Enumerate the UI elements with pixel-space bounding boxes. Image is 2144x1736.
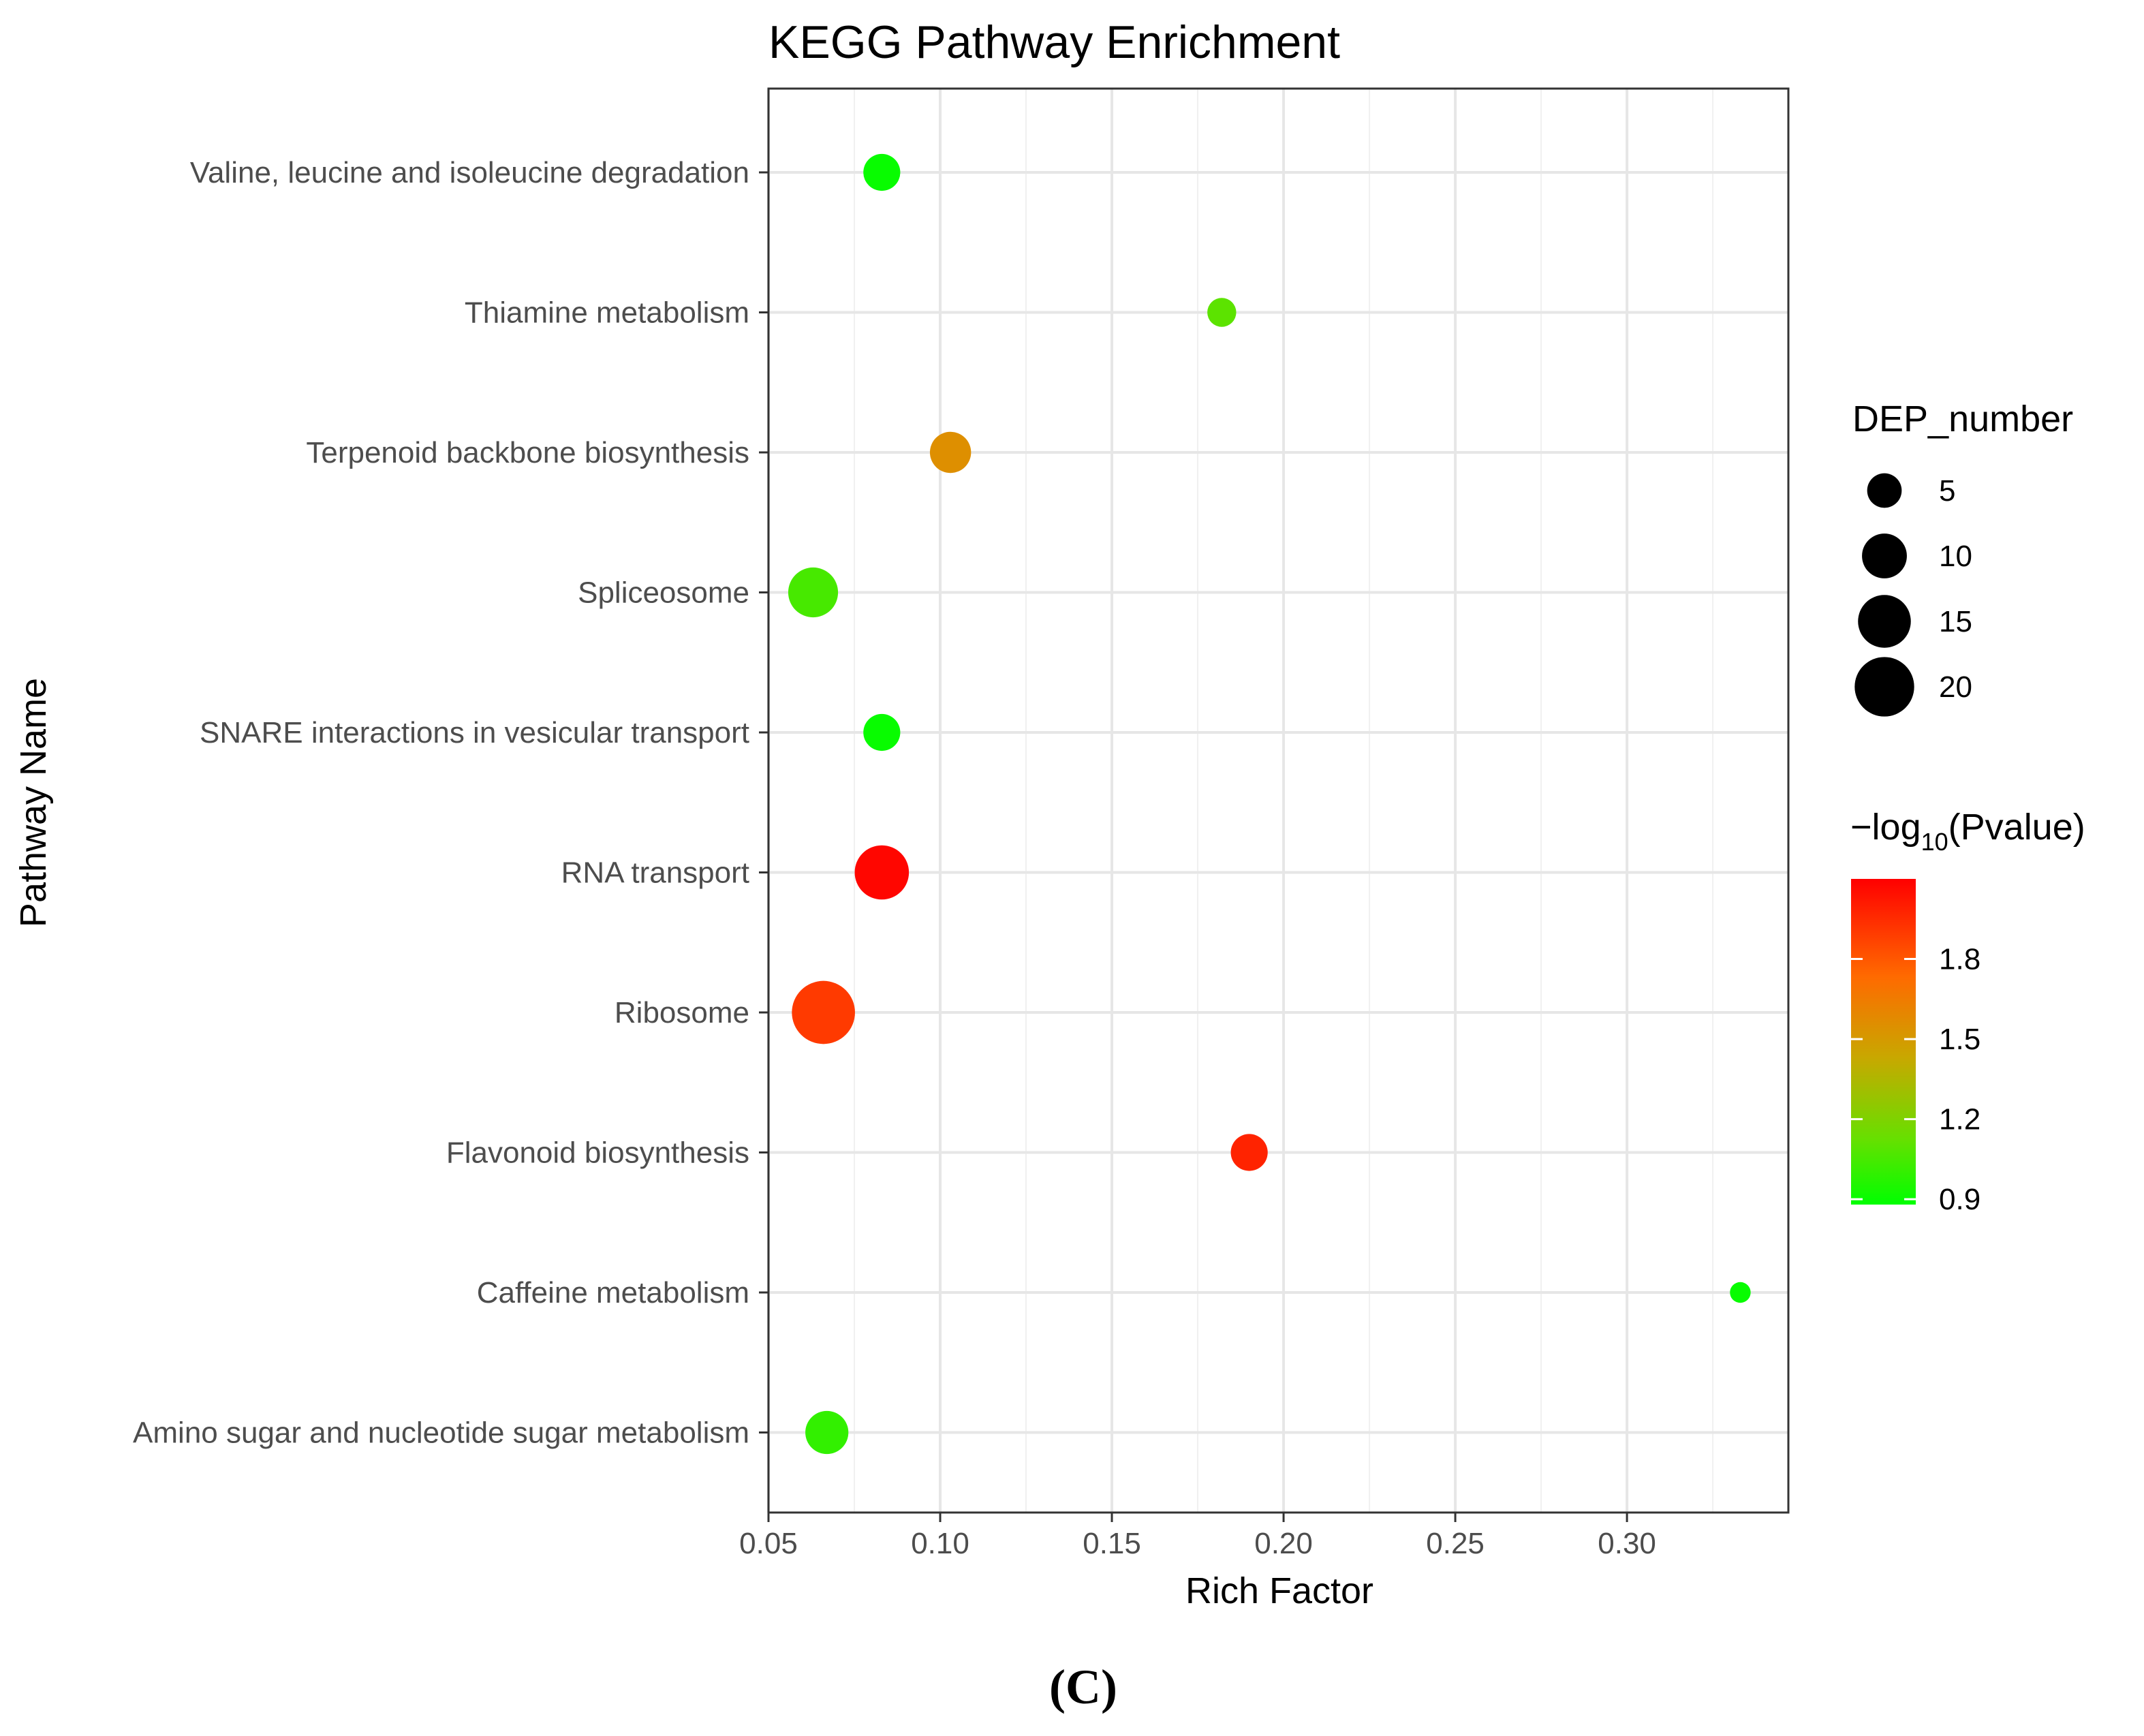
size-legend-label: 10 (1939, 540, 1972, 573)
y-tick-label: SNARE interactions in vesicular transpor… (200, 716, 749, 749)
data-point (929, 431, 972, 474)
color-legend-label: 1.8 (1939, 943, 1980, 976)
color-legend-title-prefix: −log (1850, 807, 1921, 848)
x-tick-label: 0.30 (1598, 1527, 1656, 1560)
size-legend-label: 5 (1939, 474, 1955, 508)
data-point (854, 845, 910, 900)
plot-panel (767, 87, 1790, 1514)
color-legend: −log10(Pvalue) 0.9 1.2 1.5 1.8 (1850, 807, 2085, 1216)
data-point (788, 567, 839, 618)
panel-background (768, 89, 1788, 1513)
size-legend-label: 15 (1939, 605, 1972, 638)
data-point (792, 980, 855, 1044)
panel-border (767, 87, 1790, 1514)
x-tick-label: 0.05 (739, 1527, 798, 1560)
color-legend-title-subscript: 10 (1921, 828, 1948, 856)
color-legend-label: 1.2 (1939, 1103, 1980, 1136)
y-tick-label: Caffeine metabolism (477, 1276, 749, 1309)
data-point (1207, 298, 1237, 327)
size-legend-title: DEP_number (1852, 399, 2073, 439)
size-legend-key (1867, 473, 1902, 508)
color-legend-title-suffix: (Pvalue) (1948, 807, 2085, 848)
panel-label: (C) (1049, 1660, 1117, 1714)
y-axis: Valine, leucine and isoleucine degradati… (133, 156, 768, 1450)
data-points (788, 153, 1751, 1455)
y-tick-label: Spliceosome (578, 576, 749, 610)
size-legend-key (1862, 533, 1907, 578)
data-point (863, 153, 901, 191)
y-tick-label: Valine, leucine and isoleucine degradati… (190, 156, 749, 189)
data-point (863, 713, 901, 751)
y-axis-title: Pathway Name (13, 678, 54, 927)
size-legend-key (1858, 595, 1911, 648)
chart-title: KEGG Pathway Enrichment (768, 16, 1340, 68)
data-point (1230, 1134, 1268, 1171)
x-tick-label: 0.20 (1254, 1527, 1313, 1560)
y-tick-label: RNA transport (561, 856, 749, 890)
color-legend-label: 1.5 (1939, 1023, 1980, 1056)
x-tick-label: 0.10 (911, 1527, 969, 1560)
data-point (805, 1410, 849, 1455)
data-point (1730, 1282, 1751, 1303)
size-legend-label: 20 (1939, 670, 1972, 704)
size-legend-key (1854, 657, 1914, 717)
y-tick-label: Amino sugar and nucleotide sugar metabol… (133, 1416, 749, 1450)
color-legend-bar (1851, 879, 1916, 1205)
color-legend-label: 0.9 (1939, 1183, 1980, 1216)
x-axis: 0.05 0.10 0.15 0.20 0.25 0.30 (739, 1513, 1656, 1560)
color-legend-title: −log10(Pvalue) (1850, 807, 2085, 856)
y-tick-label: Thiamine metabolism (465, 296, 749, 330)
x-tick-label: 0.15 (1083, 1527, 1141, 1560)
x-axis-title: Rich Factor (1185, 1570, 1373, 1611)
y-tick-label: Ribosome (615, 996, 749, 1029)
y-tick-label: Flavonoid biosynthesis (446, 1136, 749, 1170)
y-tick-label: Terpenoid backbone biosynthesis (306, 436, 749, 469)
size-legend: DEP_number 5 10 15 20 (1852, 399, 2073, 717)
x-tick-label: 0.25 (1426, 1527, 1485, 1560)
